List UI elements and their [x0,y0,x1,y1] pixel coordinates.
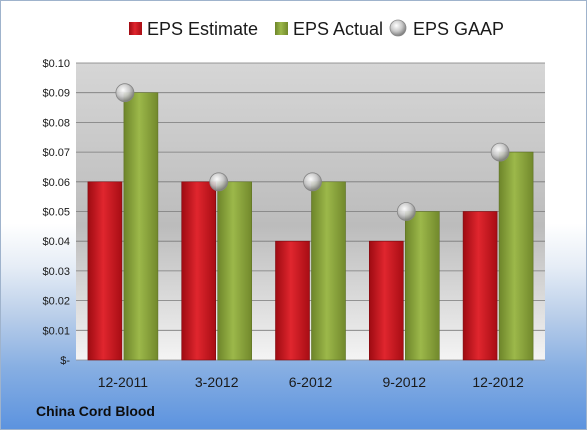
y-tick-label: $0.04 [42,236,70,248]
x-axis-categories: 12-2011 3-2012 6-2012 9-2012 12-2012 [98,374,524,390]
company-name: China Cord Blood [36,403,155,419]
legend-swatch-actual [275,22,288,35]
y-axis-ticks: $- $0.01 $0.02 $0.03 $0.04 $0.05 $0.06 $0.07 $0.… [42,58,70,367]
marker-eps-gaap [303,172,322,192]
marker-eps-gaap [490,142,510,162]
y-tick-label: $0.09 [42,88,70,100]
legend-marker-gaap [389,19,407,37]
bar-eps-estimate [181,181,216,361]
y-tick-label: $0.03 [42,266,70,278]
bar-eps-actual [123,92,159,361]
gaap-markers [115,83,510,221]
y-tick-label: $0.05 [42,207,70,219]
y-tick-label: $0.06 [42,177,70,189]
marker-eps-gaap [396,202,416,221]
bar-eps-estimate [462,211,498,361]
bar-eps-estimate [87,181,123,361]
y-tick-label: $- [60,355,70,367]
x-category-label: 9-2012 [383,374,427,390]
marker-eps-gaap [115,83,135,103]
y-tick-label: $0.08 [42,117,70,129]
legend-label-estimate: EPS Estimate [147,19,258,39]
bar-eps-estimate [275,240,310,361]
marker-eps-gaap [209,172,229,192]
bars [87,92,534,361]
x-category-label: 3-2012 [195,374,239,390]
legend-swatch-estimate [129,22,142,35]
bar-eps-estimate [368,240,404,361]
legend: EPS Estimate EPS Actual EPS GAAP [129,19,504,39]
y-tick-label: $0.01 [42,325,70,337]
x-category-label: 6-2012 [289,374,333,390]
bar-eps-actual [217,181,252,361]
legend-label-actual: EPS Actual [293,19,383,39]
legend-label-gaap: EPS GAAP [413,19,504,39]
x-category-label: 12-2012 [472,374,524,390]
y-tick-label: $0.02 [42,296,70,308]
y-tick-label: $0.07 [42,147,70,159]
bar-eps-actual [311,181,346,361]
bar-eps-actual [498,151,534,361]
bar-eps-actual [404,211,440,361]
y-tick-label: $0.10 [42,58,70,70]
x-category-label: 12-2011 [98,374,149,390]
